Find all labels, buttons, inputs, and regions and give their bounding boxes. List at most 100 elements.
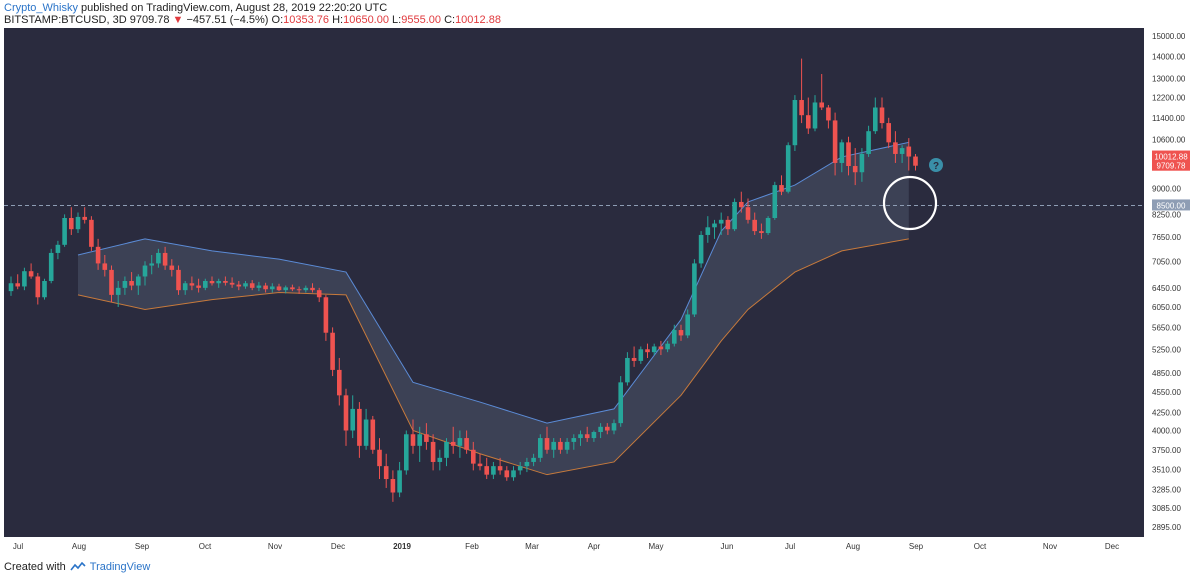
- candle-body: [15, 283, 20, 287]
- candle-body: [584, 434, 590, 439]
- candle-body: [538, 438, 543, 458]
- candle-body: [35, 276, 41, 298]
- span-b-line: [77, 238, 909, 476]
- open-label: O:: [271, 14, 284, 26]
- candle-body: [216, 280, 221, 284]
- candle-body: [209, 280, 215, 284]
- candle-body: [698, 234, 704, 264]
- candle-body: [8, 283, 14, 292]
- candle-body: [745, 207, 751, 220]
- candle-body: [95, 246, 101, 264]
- ohlc-line: BITSTAMP:BTCUSD, 3D 9709.78 ▼ −457.51 (−…: [4, 14, 501, 26]
- candle-body: [82, 216, 87, 220]
- x-tick-label: 2019: [393, 542, 411, 551]
- candle-body: [397, 470, 402, 493]
- candle-body: [283, 287, 288, 291]
- candle-body: [430, 441, 436, 462]
- candle-body: [732, 201, 737, 230]
- y-tick-label: 5650.00: [1152, 323, 1181, 332]
- candle-body: [765, 217, 771, 234]
- price-tag-text: 9709.78: [1157, 162, 1186, 171]
- candle-body: [223, 280, 228, 283]
- candle-body: [799, 100, 804, 116]
- candle-body: [115, 287, 121, 295]
- candle-body: [330, 332, 335, 370]
- candle-body: [739, 201, 744, 208]
- candle-body: [377, 449, 382, 467]
- price-axis[interactable]: 15000.00 14000.00 13000.00 12200.00 11400.00…: [1152, 32, 1186, 532]
- y-tick-label: 3510.00: [1152, 466, 1181, 475]
- candle-body: [404, 434, 409, 471]
- candle-body: [517, 466, 523, 471]
- candle-body: [383, 466, 389, 480]
- author-link[interactable]: Crypto_Whisky: [4, 2, 78, 14]
- candle-body: [591, 432, 597, 439]
- x-tick-label: Aug: [72, 542, 86, 551]
- symbol-label: BITSTAMP:BTCUSD, 3D: [4, 14, 127, 26]
- candle-body: [558, 441, 563, 450]
- y-tick-label: 4550.00: [1152, 388, 1181, 397]
- candle-body: [718, 219, 724, 224]
- candle-body: [578, 434, 583, 439]
- price-chart[interactable]: ? 15000.00 14000.00 13000.00 12200.00 11400.…: [0, 28, 1200, 554]
- tradingview-link[interactable]: TradingView: [89, 561, 151, 573]
- candle-body: [69, 217, 74, 230]
- candle-body: [779, 185, 784, 192]
- candle-body: [846, 142, 851, 167]
- y-tick-label: 6450.00: [1152, 284, 1181, 293]
- x-tick-label: May: [648, 542, 663, 551]
- x-tick-label: Mar: [525, 542, 539, 551]
- question-icon: [929, 158, 943, 172]
- low-label: L:: [392, 14, 402, 26]
- candle-body: [839, 142, 845, 163]
- candle-body: [162, 252, 168, 266]
- candle-body: [672, 330, 677, 344]
- candle-body: [62, 217, 67, 245]
- candle-body: [618, 382, 623, 424]
- x-tick-label: Dec: [331, 542, 345, 551]
- y-tick-label: 3750.00: [1152, 446, 1181, 455]
- candle-body: [598, 426, 603, 433]
- high-label: H:: [332, 14, 344, 26]
- footer: Created with TradingView: [4, 561, 150, 573]
- x-tick-label: Nov: [1043, 542, 1057, 551]
- candle-body: [42, 280, 47, 298]
- y-tick-label: 5250.00: [1152, 345, 1181, 354]
- candle-body: [270, 286, 275, 290]
- candle-body: [879, 107, 885, 124]
- high-value: 10650.00: [343, 14, 389, 26]
- x-tick-label: Sep: [909, 542, 924, 551]
- x-tick-label: Aug: [846, 542, 860, 551]
- highlight-circle: [882, 175, 938, 231]
- candle-body: [276, 286, 282, 291]
- time-axis[interactable]: Jul Aug Sep Oct Nov Dec 2019 Feb Mar Apr May Jun Jul…: [13, 542, 1119, 551]
- candle-body: [504, 470, 510, 478]
- y-tick-label: 14000.00: [1152, 52, 1186, 61]
- candle-body: [873, 107, 878, 132]
- time-axis-background: [4, 537, 1144, 554]
- candle-body: [491, 466, 496, 475]
- y-tick-label: 3285.00: [1152, 485, 1181, 494]
- price-tag-text: 10012.88: [1154, 153, 1188, 162]
- candle-body: [625, 357, 630, 383]
- price-tag: [1152, 150, 1190, 162]
- published-text: published on TradingView.com, August 28,…: [81, 2, 388, 14]
- y-tick-label: 10600.00: [1152, 136, 1186, 145]
- candle-body: [484, 466, 489, 475]
- y-tick-label: 4850.00: [1152, 369, 1181, 378]
- x-tick-label: Jun: [721, 542, 734, 551]
- candle-body: [109, 269, 114, 295]
- candle-body: [363, 419, 369, 446]
- candle-body: [806, 115, 811, 129]
- price-tag: [1152, 159, 1190, 171]
- candle-body: [913, 156, 918, 166]
- candle-body: [564, 441, 570, 450]
- candle-body: [725, 219, 731, 230]
- candle-body: [129, 280, 134, 286]
- question-mark: ?: [933, 161, 939, 172]
- low-value: 9555.00: [401, 14, 441, 26]
- candle-body: [122, 280, 128, 288]
- candle-body: [631, 357, 637, 361]
- candle-body: [450, 441, 456, 446]
- candle-body: [243, 283, 248, 287]
